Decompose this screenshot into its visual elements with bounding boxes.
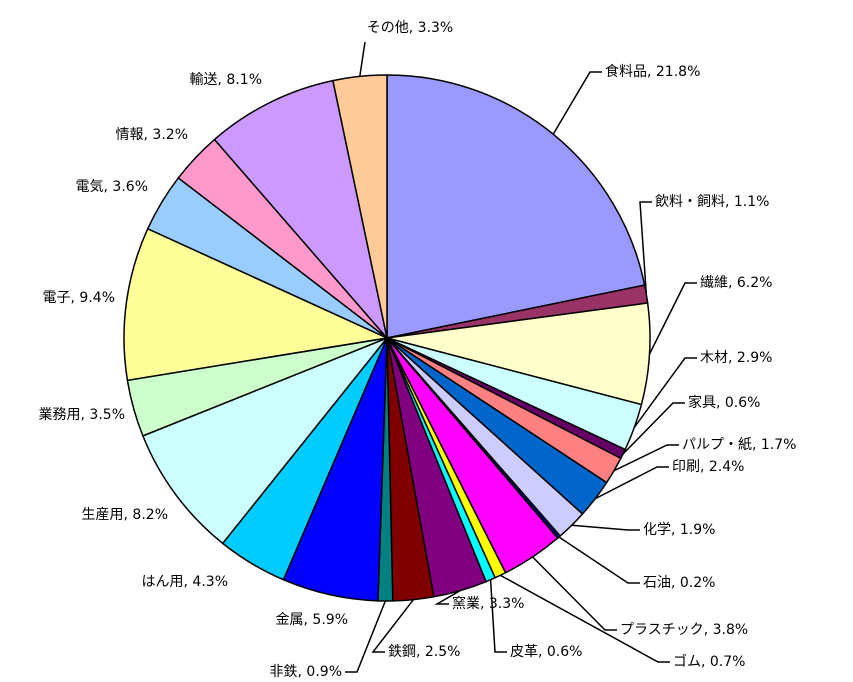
leader-line bbox=[434, 589, 461, 605]
leader-line bbox=[639, 201, 652, 295]
leader-line bbox=[571, 524, 640, 531]
data-label: ゴム, 0.7% bbox=[673, 653, 745, 670]
leader-line bbox=[532, 556, 617, 631]
leader-line bbox=[345, 600, 387, 673]
data-label: 非鉄, 0.9% bbox=[270, 664, 342, 680]
leader-line bbox=[648, 282, 697, 355]
data-label: 食料品, 21.8% bbox=[605, 63, 700, 80]
pie-slice bbox=[141, 336, 390, 545]
data-label: 繊維, 6.2% bbox=[700, 275, 772, 291]
data-label: 鉄鋼, 2.5% bbox=[388, 644, 460, 660]
data-label: 情報, 3.2% bbox=[116, 127, 188, 143]
data-label: 生産用, 8.2% bbox=[82, 507, 168, 523]
data-label: 電気, 3.6% bbox=[76, 179, 148, 195]
data-label: 化学, 1.9% bbox=[643, 522, 715, 538]
leader-line bbox=[489, 579, 507, 653]
data-label: パルプ・紙, 1.7% bbox=[682, 437, 796, 453]
leader-line bbox=[371, 599, 414, 653]
data-label: 皮革, 0.6% bbox=[510, 644, 582, 660]
leader-line bbox=[613, 444, 679, 472]
data-label: 窯業, 3.3% bbox=[452, 595, 524, 612]
data-label: その他, 3.3% bbox=[367, 20, 453, 36]
leader-line bbox=[359, 41, 366, 77]
pie-slice bbox=[332, 74, 388, 339]
pie-slice bbox=[123, 227, 390, 382]
data-label: 印刷, 2.4% bbox=[672, 459, 744, 475]
leader-line bbox=[500, 574, 670, 663]
data-label: 家具, 0.6% bbox=[688, 394, 760, 411]
pie-slice bbox=[213, 79, 389, 341]
leader-line bbox=[558, 536, 640, 584]
leader-line bbox=[622, 402, 685, 455]
data-label: 飲料・飼料, 1.1% bbox=[655, 194, 769, 210]
data-label: 業務用, 3.5% bbox=[39, 407, 125, 423]
leader-line bbox=[633, 357, 697, 428]
pie-slice bbox=[386, 74, 646, 339]
data-label: 石油, 0.2% bbox=[643, 575, 715, 591]
data-label: 電子, 9.4% bbox=[43, 290, 115, 306]
leader-line bbox=[552, 71, 602, 135]
data-label: はん用, 4.3% bbox=[142, 574, 228, 590]
data-label: プラスチック, 3.8% bbox=[620, 622, 748, 638]
data-label: 輸送, 8.1% bbox=[190, 72, 262, 88]
data-label: 木材, 2.9% bbox=[700, 350, 772, 366]
leader-line bbox=[594, 466, 669, 500]
data-label: 金属, 5.9% bbox=[276, 612, 348, 628]
